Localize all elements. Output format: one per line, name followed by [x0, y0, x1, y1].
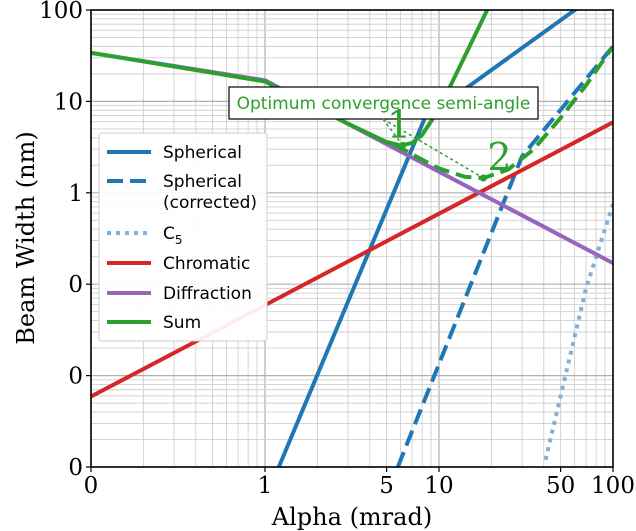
y-tick-label: 0 — [68, 272, 83, 298]
legend-label: Chromatic — [163, 254, 250, 274]
annotation-box — [228, 86, 539, 120]
legend: SphericalSpherical(corrected)C5Chromatic… — [98, 132, 268, 342]
x-tick-label: 1 — [258, 473, 273, 499]
annotation-text: Optimum convergence semi-angle — [237, 94, 531, 114]
series-chromatic — [91, 120, 613, 399]
plot-frame — [90, 9, 614, 468]
y-tick-label: 10 — [54, 89, 83, 115]
x-tick-label: 10 — [424, 473, 453, 499]
legend-label: Diffraction — [163, 284, 252, 304]
annotation-pointer — [382, 118, 484, 179]
x-tick-label: 0 — [84, 473, 99, 499]
legend-label: Spherical — [163, 172, 242, 192]
legend-label: Sum — [163, 313, 201, 333]
x-tick-label: 5 — [379, 473, 394, 499]
y-tick-label: 0 — [68, 455, 83, 481]
series-spherical — [276, 10, 579, 467]
series-c5 — [543, 203, 613, 461]
x-tick-label: 50 — [546, 473, 575, 499]
optimum-point-2 — [479, 174, 487, 182]
legend-label: Spherical — [163, 143, 242, 163]
y-tick-label: 1 — [68, 181, 83, 207]
x-tick-label: 100 — [591, 473, 635, 499]
series-sum-corrected — [392, 45, 613, 181]
optimum-marker-1: 1 — [387, 102, 411, 146]
legend-box — [98, 132, 268, 342]
y-tick-label: 0 — [68, 364, 83, 390]
y-axis-title: Beam Width (nm) — [12, 131, 40, 345]
legend-subscript: 5 — [175, 233, 183, 247]
grid — [90, 10, 613, 468]
optimum-point-1 — [399, 141, 407, 149]
y-tick-label: 100 — [39, 0, 83, 24]
x-axis-title: Alpha (mrad) — [271, 503, 432, 531]
optimum-marker-2: 2 — [487, 135, 511, 179]
legend-label-line2: (corrected) — [163, 193, 257, 213]
